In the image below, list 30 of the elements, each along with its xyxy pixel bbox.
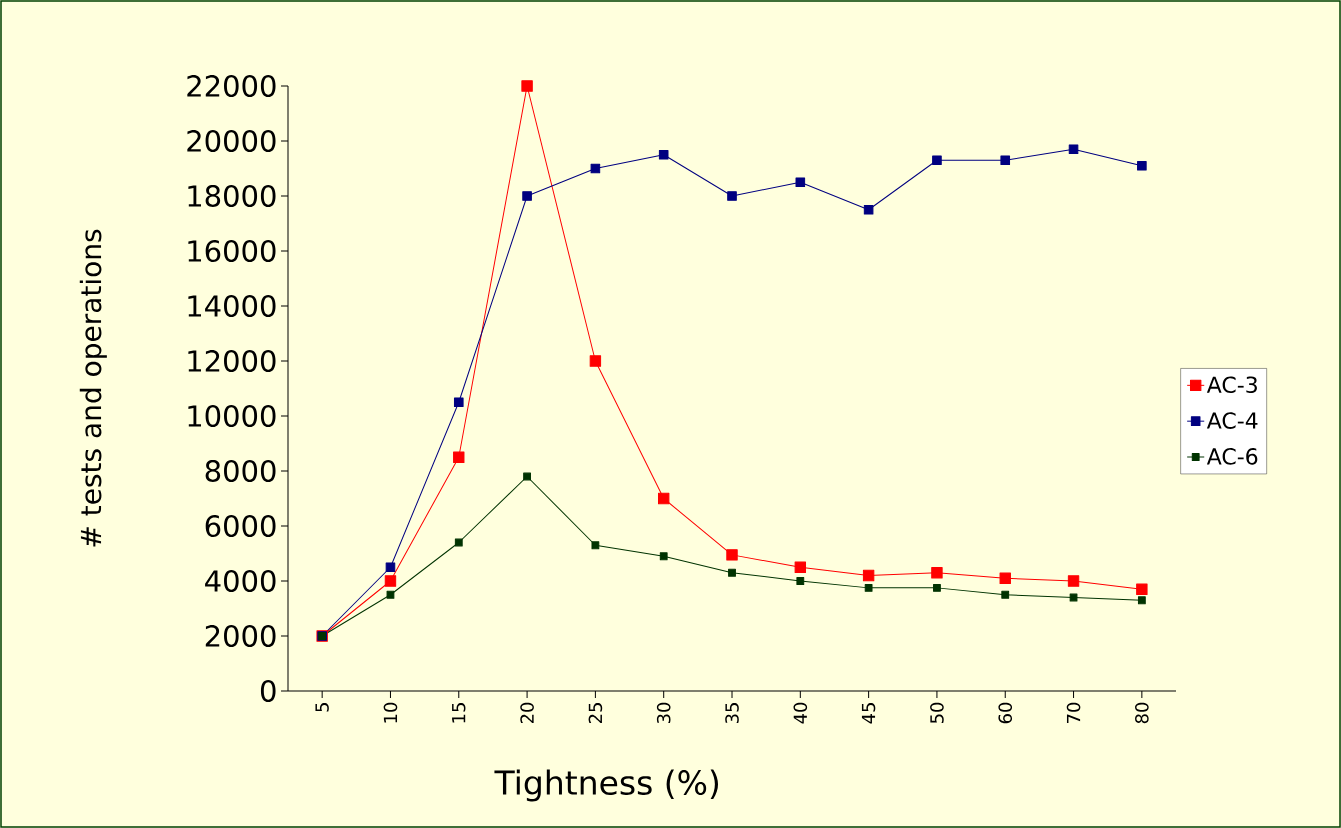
legend-label: AC-4: [1206, 412, 1258, 429]
legend-label: AC-6: [1206, 448, 1258, 465]
x-tick-label: 80: [1135, 702, 1149, 724]
x-tick-label: 50: [930, 702, 944, 724]
legend-label: AC-3: [1206, 376, 1257, 394]
x-tick-label: 15: [452, 703, 466, 723]
x-tick-label: 40: [793, 702, 808, 724]
y-tick-label: 0: [260, 680, 276, 702]
x-tick-label: 30: [656, 702, 671, 724]
y-tick-label: 18000: [188, 185, 276, 207]
y-tick-label: 22000: [187, 75, 276, 97]
x-tick-label: 5: [315, 703, 329, 712]
x-tick-label: 10: [383, 702, 398, 723]
x-axis-title: Tightness (%): [494, 769, 719, 802]
y-axis-title: # tests and operations: [79, 229, 107, 547]
x-tick-label: 20: [520, 702, 534, 724]
y-tick-label: 16000: [188, 240, 276, 262]
y-tick-label: 10000: [188, 405, 276, 427]
x-tick-label: 45: [861, 703, 876, 724]
y-tick-label: 14000: [188, 295, 276, 317]
y-tick-label: 20000: [187, 130, 276, 152]
x-tick-label: 35: [725, 703, 739, 724]
x-tick-label: 60: [998, 702, 1013, 724]
y-tick-label: 8000: [205, 460, 276, 482]
y-tick-label: 4000: [205, 570, 276, 592]
y-tick-label: 2000: [205, 625, 276, 647]
x-tick-label: 70: [1066, 702, 1081, 723]
y-tick-label: 12000: [188, 350, 276, 372]
x-tick-label: 25: [588, 703, 603, 724]
y-tick-label: 6000: [205, 515, 276, 537]
